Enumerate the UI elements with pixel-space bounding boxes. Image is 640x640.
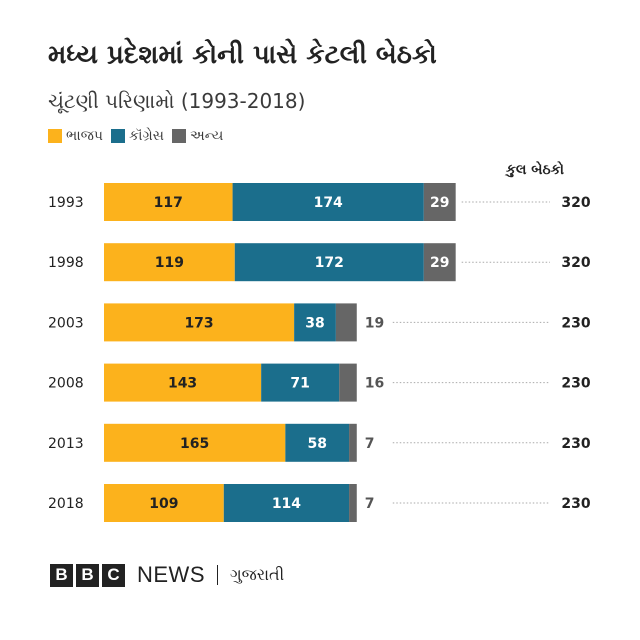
legend-item-other: અન્ય: [172, 128, 223, 144]
bar-segment-congress: [232, 183, 424, 221]
bar-segment-bjp: [104, 363, 262, 402]
legend-label-other: અન્ય: [190, 128, 224, 144]
data-label-other: 29: [430, 195, 449, 211]
legend-item-congress: કૉંગ્રેસ: [110, 128, 165, 144]
bbc-logo-block-c: C: [102, 563, 125, 587]
data-label-congress: 172: [315, 255, 344, 271]
data-label-congress: 71: [290, 376, 309, 392]
data-label-other: 7: [365, 436, 375, 452]
bars-group: 1993 117 174 29 320 1998 119 172 29 320 2003 173 38 1…: [48, 183, 591, 522]
data-label-bjp: 173: [184, 315, 213, 331]
bar-segment-bjp: [104, 243, 235, 282]
year-label: 2003: [48, 315, 84, 331]
chart-title: મધ્ય પ્રદેશમાં કોની પાસે કેટલી બેઠકો: [48, 40, 437, 70]
data-label-congress: 38: [305, 315, 324, 331]
legend-label-bjp: ભાજપ: [66, 128, 103, 144]
bar-segment-congress: [294, 303, 336, 342]
news-wordmark: NEWS: [137, 562, 205, 587]
bar-segment-bjp: [104, 183, 233, 221]
year-label: 1993: [48, 195, 84, 211]
total-seats-value: 320: [561, 255, 590, 271]
bar-segment-other: [423, 183, 456, 221]
legend-label-congress: કૉંગ્રેસ: [128, 128, 165, 144]
data-label-congress: 114: [272, 496, 301, 512]
legend-swatch-congress: [110, 129, 125, 143]
data-label-bjp: 143: [168, 376, 197, 392]
year-label: 2013: [48, 436, 84, 452]
total-seats-value: 230: [561, 436, 590, 452]
total-seats-value: 320: [561, 195, 590, 211]
bar-segment-congress: [223, 484, 350, 522]
data-label-congress: 174: [314, 195, 343, 211]
bar-segment-other: [349, 484, 357, 522]
data-label-bjp: 119: [155, 255, 184, 271]
bar-segment-other: [349, 423, 357, 462]
bar-segment-congress: [234, 243, 424, 282]
legend-swatch-other: [172, 129, 187, 143]
bar-segment-other: [423, 243, 456, 282]
data-label-other: 29: [430, 255, 449, 271]
legend-item-bjp: ભાજપ: [48, 128, 103, 144]
data-label-bjp: 165: [180, 436, 209, 452]
data-label-congress: 58: [307, 436, 326, 452]
total-seats-value: 230: [561, 376, 590, 392]
year-label: 2018: [48, 496, 84, 512]
footer-separator: [217, 565, 218, 585]
chart-subtitle: ચૂંટણી પરિણામો (1993-2018): [48, 89, 306, 113]
bbc-news-gujarati-logo: B B C NEWS ગુજરાતી: [50, 562, 285, 587]
bar-segment-bjp: [104, 484, 224, 522]
data-label-other: 19: [365, 315, 384, 331]
bar-segment-congress: [285, 423, 350, 462]
total-seats-value: 230: [561, 315, 590, 331]
bbc-logo-block-b2: B: [76, 563, 99, 587]
bbc-logo-block-b1: B: [50, 563, 73, 587]
bar-segment-bjp: [104, 423, 286, 462]
total-seats-value: 230: [561, 496, 590, 512]
bar-segment-other: [339, 363, 357, 402]
service-name: ગુજરાતી: [230, 565, 285, 584]
bbc-logo: B B C: [50, 563, 128, 587]
year-label: 1998: [48, 255, 84, 271]
data-label-bjp: 109: [149, 496, 178, 512]
legend: ભાજપ કૉંગ્રેસ અન્ય: [48, 128, 231, 144]
bar-segment-bjp: [104, 303, 295, 342]
data-label-bjp: 117: [154, 195, 183, 211]
data-label-other: 16: [365, 376, 384, 392]
legend-swatch-bjp: [48, 129, 62, 143]
bar-segment-other: [335, 303, 357, 342]
data-label-other: 7: [365, 496, 375, 512]
total-seats-header: કુલ બેઠકો: [505, 160, 565, 178]
year-label: 2008: [48, 376, 84, 392]
bar-segment-congress: [261, 363, 340, 402]
